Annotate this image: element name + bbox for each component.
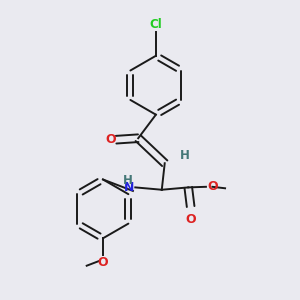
- Text: O: O: [185, 213, 196, 226]
- Text: Cl: Cl: [149, 18, 162, 31]
- Text: N: N: [123, 181, 134, 194]
- Text: H: H: [179, 149, 189, 162]
- Text: O: O: [98, 256, 108, 269]
- Text: H: H: [123, 174, 133, 188]
- Text: O: O: [106, 133, 116, 146]
- Text: O: O: [207, 180, 218, 193]
